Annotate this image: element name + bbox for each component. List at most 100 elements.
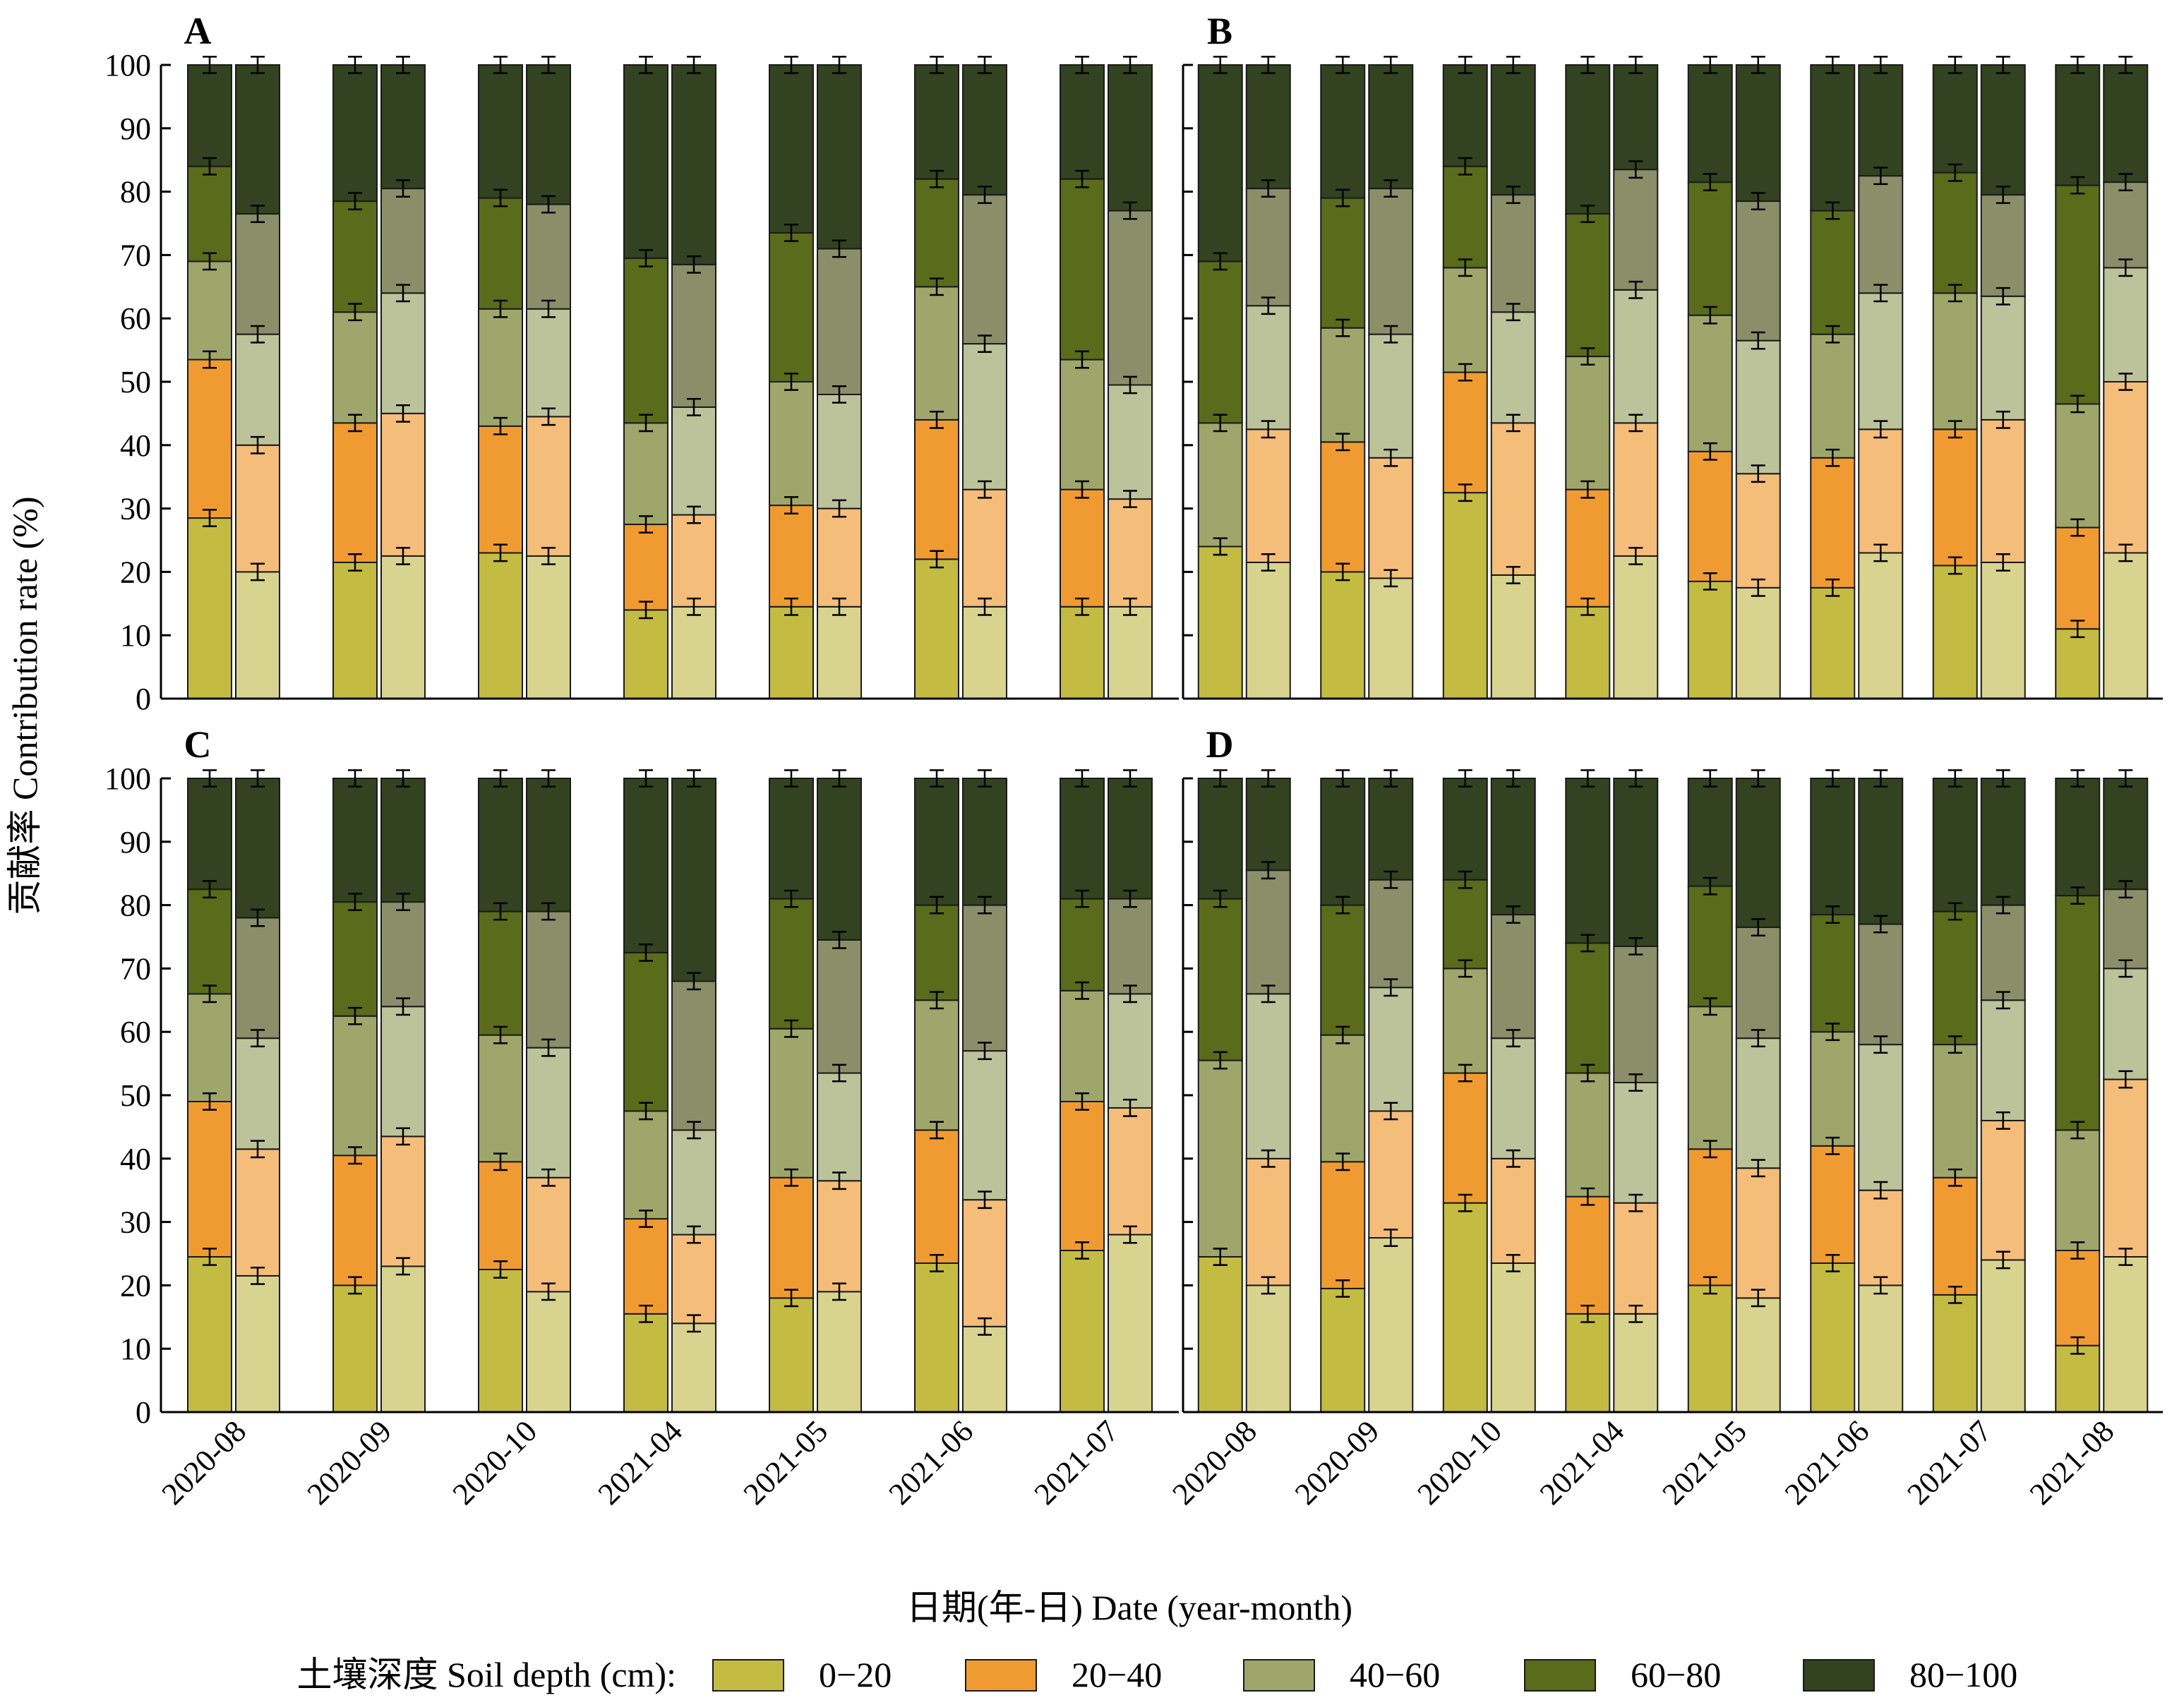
error-bar xyxy=(1458,1063,1472,1083)
bar-segment-40−60 xyxy=(1687,314,1733,452)
y-tick-label: 10 xyxy=(120,1332,151,1366)
legend-swatch xyxy=(965,1659,1037,1692)
error-bar xyxy=(1123,1225,1137,1244)
error-bar xyxy=(1751,331,1765,350)
error-bar xyxy=(1506,769,1520,788)
bar-segment-60−80 xyxy=(1687,181,1733,316)
bar-segment-40−60 xyxy=(478,1034,523,1163)
bar-segment-0−20 xyxy=(914,558,959,699)
error-bar xyxy=(493,299,508,318)
bar-segment-0−20 xyxy=(1442,1202,1488,1413)
bar-2020-08-1 xyxy=(1197,56,1243,699)
y-tick-label: 90 xyxy=(120,825,151,860)
error-bar xyxy=(251,908,265,927)
bar-segment-80−100 xyxy=(235,778,280,919)
x-tick-label: 2021-07 xyxy=(1900,1413,1998,1511)
error-bar xyxy=(1336,433,1350,452)
bar-2020-08-1 xyxy=(187,56,232,699)
error-bar xyxy=(2070,886,2085,905)
error-bar xyxy=(1123,984,1137,1003)
bar-segment-60−80 xyxy=(1858,923,1904,1046)
bar-2020-10-2 xyxy=(526,56,571,700)
bar-2021-07-2 xyxy=(1980,769,2026,1413)
error-bar xyxy=(1948,769,1962,788)
bar-segment-20−40 xyxy=(1613,422,1659,557)
bar-2020-09-2 xyxy=(1368,769,1414,1413)
bar-segment-20−40 xyxy=(2055,526,2101,630)
error-bar xyxy=(687,597,701,616)
bar-2021-08-1 xyxy=(2055,56,2101,699)
error-bar xyxy=(1075,1092,1089,1111)
error-bar xyxy=(1075,480,1089,499)
bar-segment-20−40 xyxy=(1108,1107,1153,1236)
error-bar xyxy=(978,896,992,915)
bar-segment-40−60 xyxy=(187,260,232,361)
error-bar xyxy=(1336,769,1350,788)
bar-segment-60−80 xyxy=(623,257,668,424)
error-bar xyxy=(1751,1159,1765,1178)
bar-segment-80−100 xyxy=(914,64,959,180)
error-bar xyxy=(1580,480,1595,499)
legend-item-0−20: 0−20 xyxy=(712,1655,892,1694)
bar-segment-40−60 xyxy=(380,1006,426,1138)
error-bar xyxy=(396,547,410,565)
error-bar xyxy=(930,991,944,1010)
bar-2021-07-1 xyxy=(1060,56,1105,699)
bar-2020-09-2 xyxy=(380,56,426,700)
bar-segment-80−100 xyxy=(671,64,716,265)
bar-segment-20−40 xyxy=(187,1100,232,1258)
bar-segment-20−40 xyxy=(817,507,862,608)
error-bar xyxy=(1948,1035,1962,1054)
error-bar xyxy=(1123,201,1137,220)
bar-segment-20−40 xyxy=(1735,473,1781,589)
bar-2020-09-1 xyxy=(1320,56,1366,700)
y-tick-label: 0 xyxy=(136,682,151,716)
error-bar xyxy=(1336,562,1350,581)
bar-2020-08-2 xyxy=(1245,769,1291,1413)
error-bar xyxy=(832,1063,846,1083)
bar-segment-20−40 xyxy=(1980,1119,2026,1261)
error-bar xyxy=(1628,414,1643,433)
error-bar xyxy=(639,944,653,962)
bar-segment-0−20 xyxy=(478,552,523,700)
y-tick-label: 20 xyxy=(120,555,151,589)
error-bar xyxy=(1703,56,1717,74)
panel-a: A 0 10 20 30 40 50 60 70 80 90 100 xyxy=(104,10,1179,716)
error-bar xyxy=(1703,1140,1717,1159)
error-bar xyxy=(2118,56,2133,74)
error-bar xyxy=(541,902,556,921)
error-bar xyxy=(2118,1248,2133,1266)
error-bar xyxy=(1458,870,1472,889)
error-bar xyxy=(348,414,362,433)
error-bar xyxy=(832,1282,846,1301)
error-bar xyxy=(203,252,217,271)
bar-segment-60−80 xyxy=(526,910,571,1049)
bar-2021-08-1 xyxy=(2055,769,2101,1413)
error-bar xyxy=(1825,448,1840,467)
bar-segment-0−20 xyxy=(1810,1262,1856,1413)
bar-segment-20−40 xyxy=(235,444,280,573)
error-bar xyxy=(1703,442,1717,461)
bar-segment-80−100 xyxy=(1368,64,1414,190)
bar-segment-0−20 xyxy=(1442,492,1488,700)
error-bar xyxy=(639,56,653,74)
error-bar xyxy=(1213,414,1228,433)
y-tick-label: 0 xyxy=(136,1395,151,1430)
error-bar xyxy=(1703,1276,1717,1295)
error-bar xyxy=(493,1152,508,1171)
error-bar xyxy=(1458,258,1472,277)
bar-2020-10-1 xyxy=(478,56,523,700)
bar-segment-80−100 xyxy=(1320,64,1366,199)
bar-2020-09-1 xyxy=(1320,769,1366,1413)
error-bar xyxy=(1948,420,1962,439)
error-bar xyxy=(1075,769,1089,788)
x-tick-label: 2021-08 xyxy=(2023,1413,2120,1511)
bar-segment-80−100 xyxy=(478,778,523,912)
error-bar xyxy=(1948,902,1962,921)
error-bar xyxy=(1873,1276,1888,1295)
bar-segment-40−60 xyxy=(1687,1006,1733,1150)
bar-segment-0−20 xyxy=(332,561,378,699)
error-bar xyxy=(832,499,846,518)
error-bar xyxy=(1751,1289,1765,1308)
error-bar xyxy=(396,179,410,198)
